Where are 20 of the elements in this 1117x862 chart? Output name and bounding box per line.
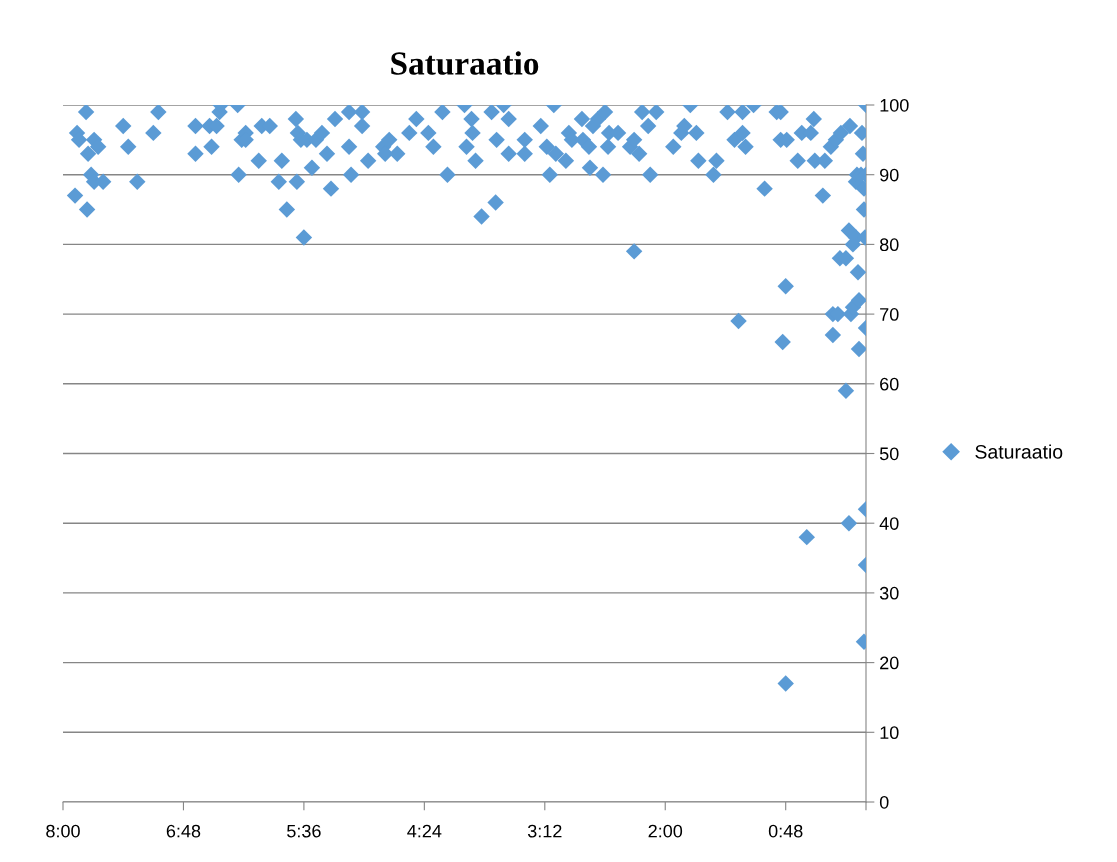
y-tick-label: 40 xyxy=(879,517,899,530)
x-tick-label: 8:00 xyxy=(46,824,80,838)
y-tick-label: 50 xyxy=(879,447,899,461)
y-tick-label: 60 xyxy=(880,377,899,391)
x-tick-label: 2:00 xyxy=(648,824,683,838)
y-tick-label: 80 xyxy=(879,238,899,252)
x-tick-label: 6:48 xyxy=(166,824,201,838)
y-tick-label: 20 xyxy=(880,656,899,670)
x-tick-label: 4:24 xyxy=(407,824,442,838)
y-tick-label: 100 xyxy=(880,98,909,112)
x-tick-label: 0:48 xyxy=(768,824,803,838)
y-tick-label: 90 xyxy=(880,168,899,182)
x-tick-label: 5:36 xyxy=(287,824,321,838)
y-tick-label: 30 xyxy=(879,586,899,600)
y-tick-label: 0 xyxy=(879,795,889,809)
y-tick-label: 70 xyxy=(880,308,899,321)
x-tick-label: 3:12 xyxy=(527,824,562,838)
chart-title: Saturaatio xyxy=(391,51,539,75)
y-tick-label: 10 xyxy=(880,726,899,740)
legend-label: Saturaatio xyxy=(975,444,1063,459)
